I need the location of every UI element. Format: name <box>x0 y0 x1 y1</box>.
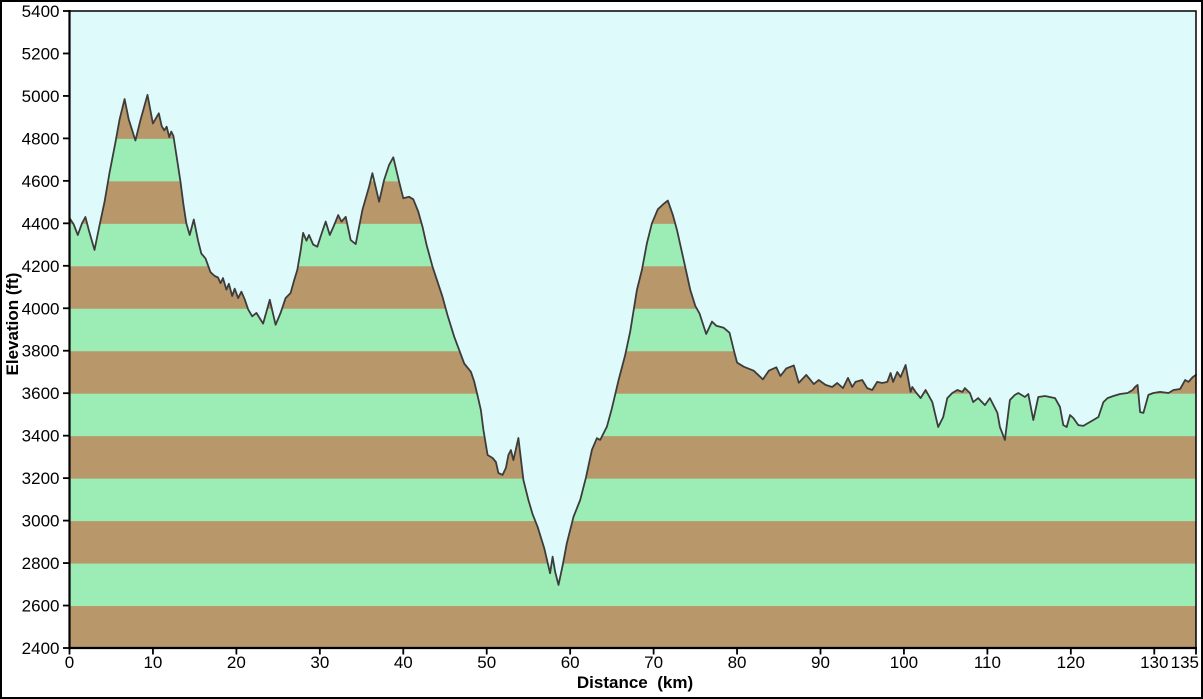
y-tick-label: 3800 <box>22 342 60 361</box>
y-tick-label: 5200 <box>22 44 60 63</box>
x-tick-label: 100 <box>890 653 918 672</box>
y-tick-label: 2800 <box>22 554 60 573</box>
elevation-band <box>69 393 1196 437</box>
y-tick-label: 5000 <box>22 87 60 106</box>
x-tick-label: 80 <box>728 653 747 672</box>
x-tick-label: 130 <box>1140 653 1168 672</box>
x-tick-label: 135 <box>1171 653 1199 672</box>
elevation-band <box>69 435 1196 479</box>
x-tick-label: 70 <box>644 653 663 672</box>
x-tick-label: 90 <box>811 653 830 672</box>
x-tick-label: 120 <box>1057 653 1085 672</box>
y-tick-label: 4800 <box>22 129 60 148</box>
x-tick-label: 10 <box>143 653 162 672</box>
elevation-band <box>69 605 1196 648</box>
x-tick-label: 30 <box>310 653 329 672</box>
y-tick-label: 3400 <box>22 427 60 446</box>
y-tick-label: 2600 <box>22 597 60 616</box>
y-tick-label: 3600 <box>22 384 60 403</box>
x-tick-label: 40 <box>394 653 413 672</box>
terrain-outline <box>68 94 1197 586</box>
y-tick-label: 4000 <box>22 299 60 318</box>
y-tick-label: 3000 <box>22 512 60 531</box>
x-tick-label: 20 <box>227 653 246 672</box>
y-tick-label: 2400 <box>22 639 60 658</box>
x-tick-label: 0 <box>65 653 74 672</box>
elevation-band <box>69 520 1196 564</box>
y-tick-label: 4600 <box>22 172 60 191</box>
x-tick-label: 60 <box>561 653 580 672</box>
elevation-band <box>69 563 1196 607</box>
x-tick-label: 110 <box>974 653 1001 672</box>
x-tick-label: 50 <box>477 653 496 672</box>
y-tick-label: 3200 <box>22 469 60 488</box>
elevation-band <box>69 478 1196 522</box>
y-tick-label: 4200 <box>22 257 60 276</box>
y-tick-label: 5400 <box>22 2 60 21</box>
y-tick-label: 4400 <box>22 214 60 233</box>
